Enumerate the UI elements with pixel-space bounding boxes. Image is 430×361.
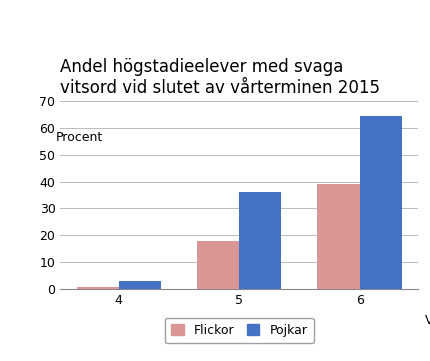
Legend: Flickor, Pojkar: Flickor, Pojkar: [165, 318, 313, 343]
Bar: [119, 281, 160, 289]
Bar: [239, 192, 281, 289]
Bar: [197, 240, 239, 289]
Bar: [359, 116, 401, 289]
Text: Procent: Procent: [56, 131, 103, 144]
Text: Vitsord: Vitsord: [424, 314, 430, 327]
Text: Andel högstadieelever med svaga
vitsord vid slutet av vårterminen 2015: Andel högstadieelever med svaga vitsord …: [60, 58, 379, 97]
Bar: [317, 184, 359, 289]
Bar: [77, 287, 119, 289]
